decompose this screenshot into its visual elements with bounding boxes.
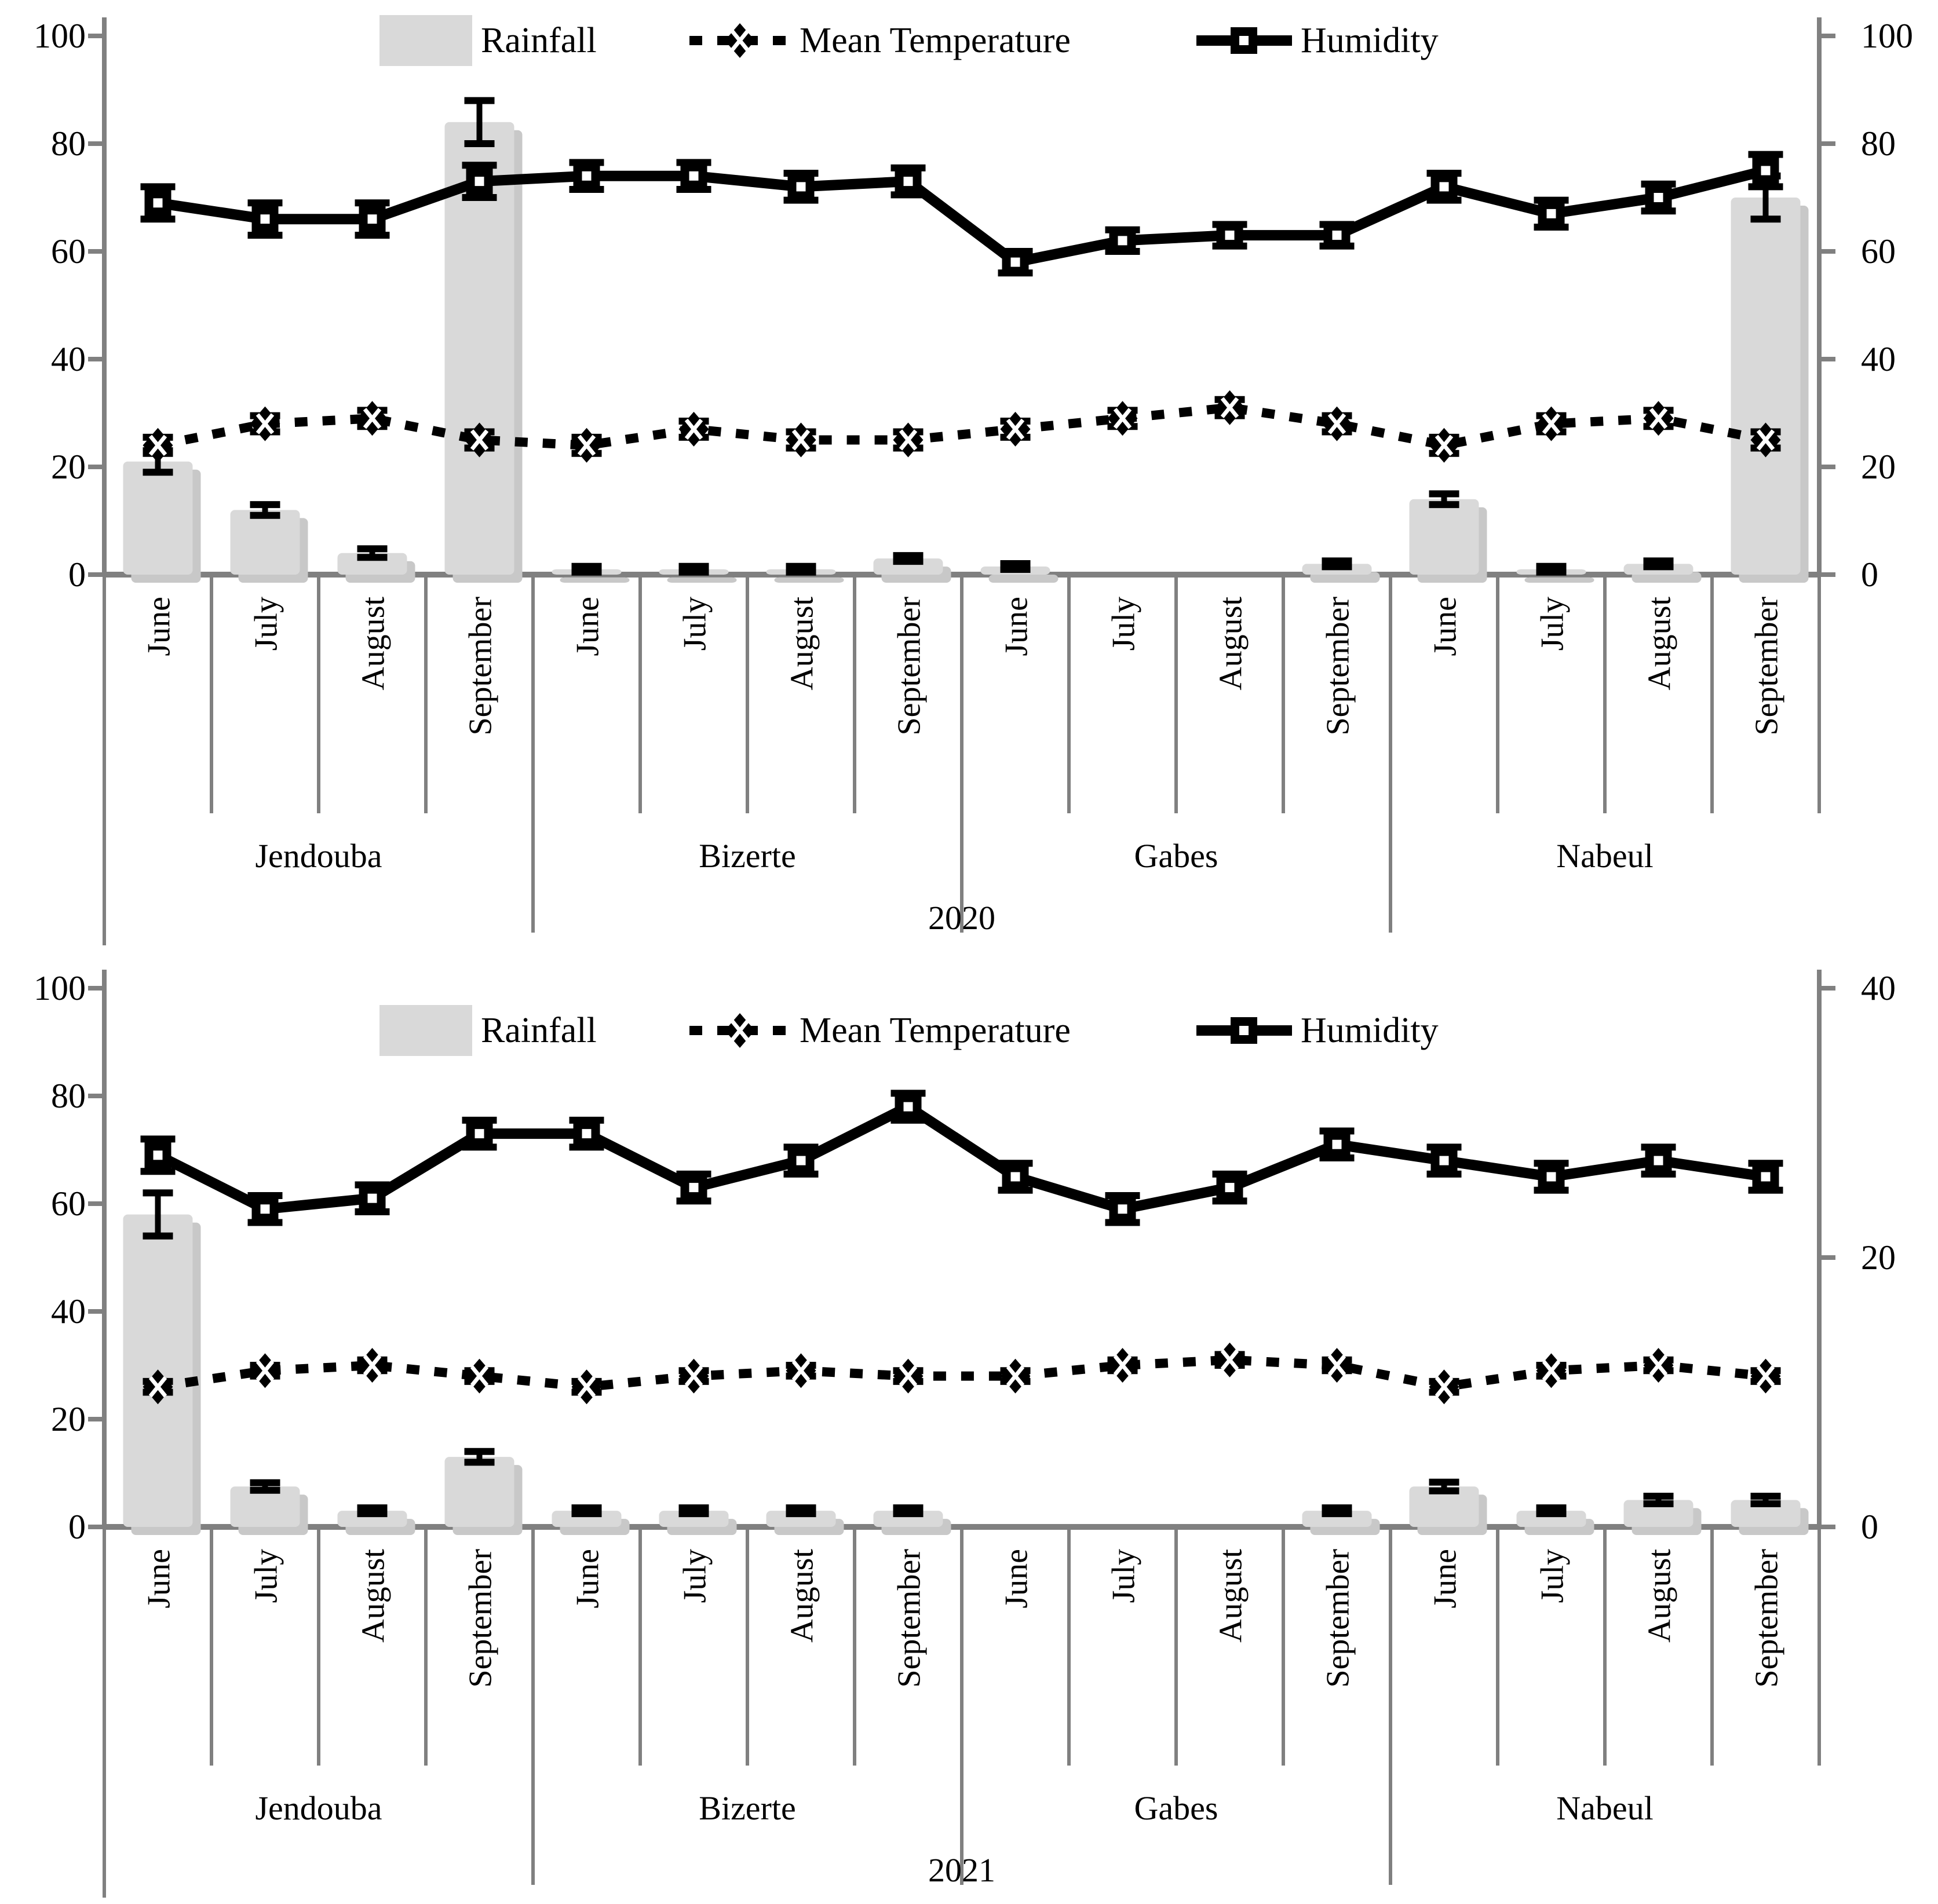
svg-text:August: August: [784, 1549, 820, 1643]
humidity-series: [140, 1090, 1783, 1226]
chart-2021: 0 20 40 60 80 100 0 20 40 June July August September…: [0, 952, 1938, 1904]
axes: [88, 970, 1835, 1530]
svg-text:Nabeul: Nabeul: [1556, 1789, 1654, 1827]
svg-text:Bizerte: Bizerte: [699, 837, 795, 875]
svg-text:20: 20: [51, 448, 86, 486]
svg-text:September: September: [1320, 1549, 1356, 1688]
legend-rainfall-label: Rainfall: [481, 1011, 597, 1050]
svg-text:September: September: [463, 597, 499, 736]
svg-text:June: June: [141, 1549, 177, 1609]
svg-text:100: 100: [34, 969, 86, 1007]
svg-text:June: June: [570, 597, 606, 656]
svg-text:July: July: [249, 597, 284, 650]
year-label: 2021: [928, 1851, 995, 1889]
svg-text:20: 20: [1861, 448, 1896, 486]
svg-text:August: August: [784, 597, 820, 690]
axes: [88, 17, 1835, 578]
svg-text:June: June: [141, 597, 177, 656]
svg-text:September: September: [892, 1549, 928, 1688]
svg-text:80: 80: [51, 1077, 86, 1115]
svg-text:July: July: [1535, 597, 1571, 650]
svg-text:100: 100: [34, 17, 86, 55]
region-axis-labels: Jendouba Bizerte Gabes Nabeul: [255, 1789, 1653, 1827]
legend-mean-temperature-label: Mean Temperature: [800, 21, 1071, 60]
svg-text:20: 20: [51, 1400, 86, 1438]
legend-rainfall-label: Rainfall: [481, 21, 597, 60]
svg-text:July: July: [1106, 1549, 1142, 1603]
svg-text:Gabes: Gabes: [1134, 837, 1218, 875]
svg-text:August: August: [1213, 1549, 1249, 1643]
svg-text:Bizerte: Bizerte: [699, 1789, 795, 1827]
legend-mean-temperature-label: Mean Temperature: [800, 1011, 1071, 1050]
month-axis-labels: June July August September June July August Sep…: [141, 1549, 1785, 1688]
svg-text:August: August: [1642, 597, 1678, 690]
svg-text:0: 0: [1861, 1508, 1878, 1546]
svg-text:July: July: [677, 1549, 713, 1603]
svg-text:June: June: [570, 1549, 606, 1609]
chart-2021-svg: 0 20 40 60 80 100 0 20 40 June July August September…: [34, 969, 1896, 1898]
right-axis-tick-labels: 0 20 40 60 80 100: [1861, 17, 1913, 594]
svg-text:0: 0: [1861, 556, 1878, 594]
svg-text:August: August: [1213, 597, 1249, 690]
svg-text:40: 40: [1861, 340, 1896, 378]
svg-text:July: July: [249, 1549, 284, 1603]
svg-text:Jendouba: Jendouba: [255, 1789, 382, 1827]
svg-text:0: 0: [68, 556, 86, 594]
svg-text:40: 40: [51, 1292, 86, 1331]
left-axis-tick-labels: 0 20 40 60 80 100: [34, 969, 86, 1546]
svg-text:80: 80: [51, 125, 86, 163]
svg-text:60: 60: [51, 1185, 86, 1223]
svg-text:60: 60: [1861, 232, 1896, 271]
svg-text:Nabeul: Nabeul: [1556, 837, 1654, 875]
month-axis-labels: June July August September June July August Sep…: [141, 597, 1785, 736]
svg-text:June: June: [1428, 597, 1463, 656]
region-axis-labels: Jendouba Bizerte Gabes Nabeul: [255, 837, 1653, 875]
svg-text:August: August: [1642, 1549, 1678, 1643]
svg-text:60: 60: [51, 232, 86, 271]
category-dividers: [103, 575, 1821, 945]
svg-text:Gabes: Gabes: [1134, 1789, 1218, 1827]
svg-text:40: 40: [51, 340, 86, 378]
svg-text:80: 80: [1861, 125, 1896, 163]
left-axis-tick-labels: 0 20 40 60 80 100: [34, 17, 86, 594]
svg-text:September: September: [463, 1549, 499, 1688]
svg-text:July: July: [1535, 1549, 1571, 1603]
legend: Rainfall Mean Temperature Humidity: [379, 15, 1439, 66]
svg-text:Jendouba: Jendouba: [255, 837, 382, 875]
svg-text:20: 20: [1861, 1238, 1896, 1277]
rainfall-bars: [123, 97, 1809, 583]
legend: Rainfall Mean Temperature Humidity: [379, 1005, 1439, 1056]
legend-humidity-label: Humidity: [1301, 21, 1439, 60]
humidity-series: [140, 151, 1783, 277]
legend-humidity-label: Humidity: [1301, 1011, 1439, 1050]
svg-text:September: September: [1749, 1549, 1785, 1688]
svg-text:100: 100: [1861, 17, 1913, 55]
svg-text:July: July: [677, 597, 713, 650]
legend-rainfall-swatch: [379, 1005, 472, 1056]
svg-text:August: August: [356, 1549, 392, 1643]
chart-2020: 0 20 40 60 80 100 0 20 40 60 80 100 June July August Se…: [34, 15, 1913, 945]
svg-text:June: June: [1428, 1549, 1463, 1609]
svg-text:September: September: [1749, 597, 1785, 736]
legend-rainfall-swatch: [379, 15, 472, 66]
svg-text:September: September: [892, 597, 928, 736]
chart-2020-svg: 0 20 40 60 80 100 0 20 40 60 80 100 June July August Se…: [34, 15, 1913, 945]
mean-temperature-series: [143, 1342, 1781, 1405]
svg-text:June: June: [999, 597, 1035, 656]
svg-text:June: June: [999, 1549, 1035, 1609]
svg-text:August: August: [356, 597, 392, 690]
svg-text:40: 40: [1861, 969, 1896, 1007]
svg-text:September: September: [1320, 597, 1356, 736]
svg-text:0: 0: [68, 1508, 86, 1546]
category-dividers: [103, 1527, 1821, 1898]
right-axis-tick-labels: 0 20 40: [1861, 969, 1896, 1546]
mean-temperature-series: [143, 390, 1781, 463]
year-label: 2020: [928, 899, 995, 937]
svg-text:July: July: [1106, 597, 1142, 650]
